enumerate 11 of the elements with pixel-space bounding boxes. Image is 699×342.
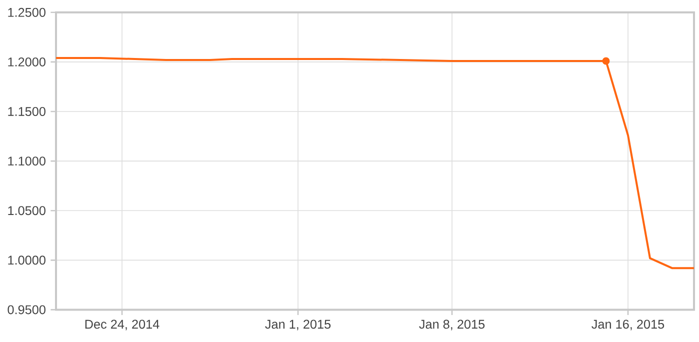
- y-tick-label: 0.9500: [8, 305, 46, 314]
- x-tick-label: Dec 24, 2014: [85, 320, 160, 330]
- y-tick-label: 1.1000: [8, 156, 46, 166]
- y-tick-label: 1.1500: [8, 107, 46, 116]
- y-tick-label: 1.0000: [8, 256, 46, 265]
- x-tick-label: Jan 1, 2015: [265, 320, 331, 330]
- y-tick-label: 1.2000: [8, 57, 46, 66]
- x-tick-label: Jan 16, 2015: [592, 320, 664, 330]
- y-tick-label: 1.0500: [8, 206, 46, 216]
- y-tick-label: 1.2500: [8, 8, 46, 17]
- x-tick-label: Jan 8, 2015: [419, 320, 485, 330]
